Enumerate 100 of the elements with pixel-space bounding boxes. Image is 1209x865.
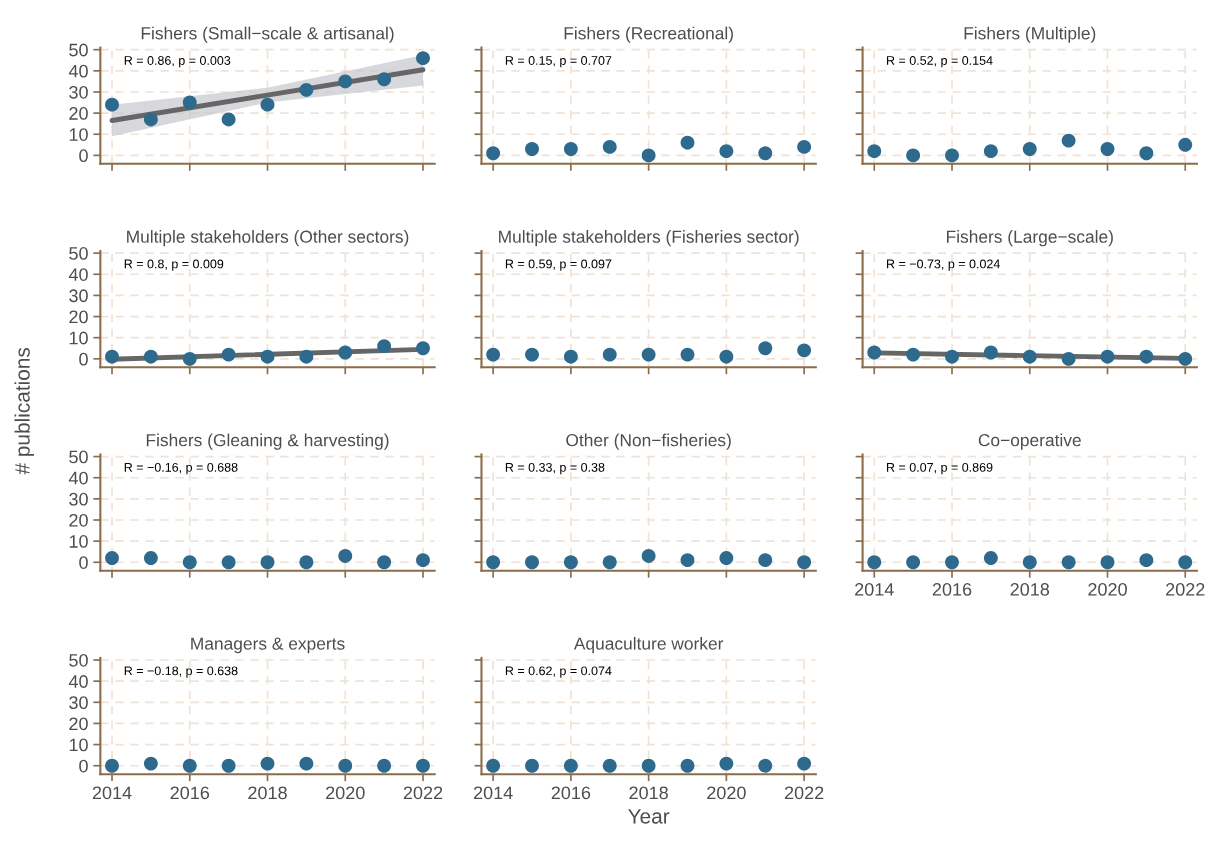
y-tick-label: 50 bbox=[69, 450, 88, 464]
point bbox=[1178, 137, 1193, 152]
x-axis-title: Year bbox=[628, 809, 670, 824]
y-tick-label: 10 bbox=[69, 331, 88, 345]
point bbox=[260, 349, 275, 364]
chart-title: Other (Non−fisheries) bbox=[566, 433, 731, 450]
x-tick-label: 2020 bbox=[326, 786, 365, 800]
point bbox=[221, 112, 236, 127]
y-tick-label: 0 bbox=[79, 759, 88, 773]
point bbox=[105, 97, 119, 112]
x-tick-label: 2020 bbox=[707, 786, 746, 800]
point bbox=[377, 72, 392, 87]
point bbox=[143, 349, 158, 364]
chart-title: Aquaculture worker bbox=[573, 637, 724, 654]
annotation: R = 0.8, p = 0.009 bbox=[124, 259, 224, 271]
x-tick-label: 2020 bbox=[1088, 583, 1127, 596]
y-tick-label: 50 bbox=[69, 247, 88, 260]
y-axis-title: # publications bbox=[14, 347, 34, 475]
chart-title: Fishers (Gleaning & harvesting) bbox=[146, 433, 389, 450]
chart-title: Multiple stakeholders (Fisheries sector) bbox=[499, 230, 799, 247]
y-tick-label: 0 bbox=[79, 149, 88, 163]
point bbox=[797, 555, 812, 570]
point bbox=[1100, 142, 1115, 156]
y-tick-label: 40 bbox=[68, 64, 88, 78]
point bbox=[299, 349, 314, 364]
x-tick-label: 2022 bbox=[784, 786, 824, 800]
y-tick-label: 40 bbox=[68, 675, 88, 688]
point bbox=[602, 555, 617, 570]
point bbox=[1022, 142, 1037, 156]
point bbox=[525, 142, 539, 156]
annotation: R = −0.73, p = 0.024 bbox=[887, 259, 1000, 271]
x-tick-label: 2018 bbox=[629, 786, 668, 800]
y-tick-label: 0 bbox=[79, 352, 88, 366]
y-tick-label: 20 bbox=[69, 107, 88, 120]
point bbox=[299, 82, 314, 97]
x-tick-label: 2022 bbox=[403, 786, 443, 800]
x-tick-label: 2014 bbox=[473, 786, 513, 800]
y-tick-label: 30 bbox=[69, 492, 88, 506]
annotation: R = 0.86, p = 0.003 bbox=[124, 56, 231, 68]
chart-title: Multiple stakeholders (Other sectors) bbox=[127, 230, 409, 247]
point bbox=[486, 146, 501, 161]
chart-title: Fishers (Recreational) bbox=[564, 26, 733, 43]
y-tick-label: 50 bbox=[69, 43, 88, 57]
x-tick-label: 2018 bbox=[248, 786, 287, 800]
annotation: R = 0.15, p = 0.707 bbox=[505, 56, 612, 68]
y-tick-label: 50 bbox=[69, 653, 88, 667]
chart-title: Fishers (Multiple) bbox=[964, 26, 1096, 43]
x-tick-label: 2018 bbox=[1010, 583, 1050, 596]
point bbox=[680, 553, 695, 568]
point bbox=[719, 349, 734, 364]
point bbox=[182, 95, 197, 110]
point bbox=[719, 144, 734, 159]
point bbox=[182, 351, 197, 366]
point bbox=[105, 349, 119, 364]
point bbox=[602, 139, 617, 154]
annotation: R = 0.52, p = 0.154 bbox=[887, 56, 993, 68]
point bbox=[1139, 146, 1154, 161]
annotation: R = −0.16, p = 0.688 bbox=[124, 462, 238, 475]
y-tick-label: 0 bbox=[79, 556, 88, 569]
chart-title: Fishers (Large−scale) bbox=[946, 230, 1113, 247]
annotation: R = 0.07, p = 0.869 bbox=[887, 462, 993, 475]
point bbox=[525, 347, 539, 362]
x-tick-label: 2014 bbox=[92, 786, 132, 800]
point bbox=[338, 74, 353, 89]
point bbox=[983, 144, 998, 159]
chart-title: Fishers (Small−scale & artisanal) bbox=[141, 26, 394, 43]
point bbox=[758, 341, 773, 356]
point bbox=[260, 97, 275, 112]
y-tick-label: 40 bbox=[68, 268, 88, 281]
annotation: R = −0.18, p = 0.638 bbox=[124, 666, 238, 678]
y-tick-label: 40 bbox=[68, 471, 88, 485]
point bbox=[680, 347, 695, 362]
point bbox=[416, 51, 430, 66]
point bbox=[641, 347, 656, 362]
point bbox=[486, 347, 501, 362]
point bbox=[486, 555, 501, 570]
chart-title: Co−operative bbox=[978, 433, 1081, 450]
y-tick-label: 30 bbox=[69, 289, 88, 303]
point bbox=[221, 347, 236, 362]
point bbox=[143, 112, 158, 127]
point bbox=[1061, 133, 1076, 148]
point bbox=[906, 148, 921, 163]
point bbox=[338, 345, 353, 360]
point bbox=[945, 148, 959, 163]
point bbox=[602, 347, 617, 362]
point bbox=[680, 135, 695, 150]
chart-title: Managers & experts bbox=[191, 637, 345, 654]
point bbox=[563, 142, 578, 156]
point bbox=[525, 555, 539, 570]
y-tick-label: 10 bbox=[69, 128, 88, 141]
x-tick-label: 2022 bbox=[1166, 583, 1205, 596]
y-tick-label: 30 bbox=[69, 85, 88, 99]
point bbox=[641, 548, 656, 563]
point bbox=[416, 341, 430, 356]
annotation: R = 0.59, p = 0.097 bbox=[505, 259, 612, 271]
x-tick-label: 2016 bbox=[170, 786, 210, 800]
point bbox=[719, 551, 734, 565]
point bbox=[641, 148, 656, 163]
point bbox=[563, 555, 578, 570]
annotation: R = 0.33, p = 0.38 bbox=[505, 462, 605, 475]
